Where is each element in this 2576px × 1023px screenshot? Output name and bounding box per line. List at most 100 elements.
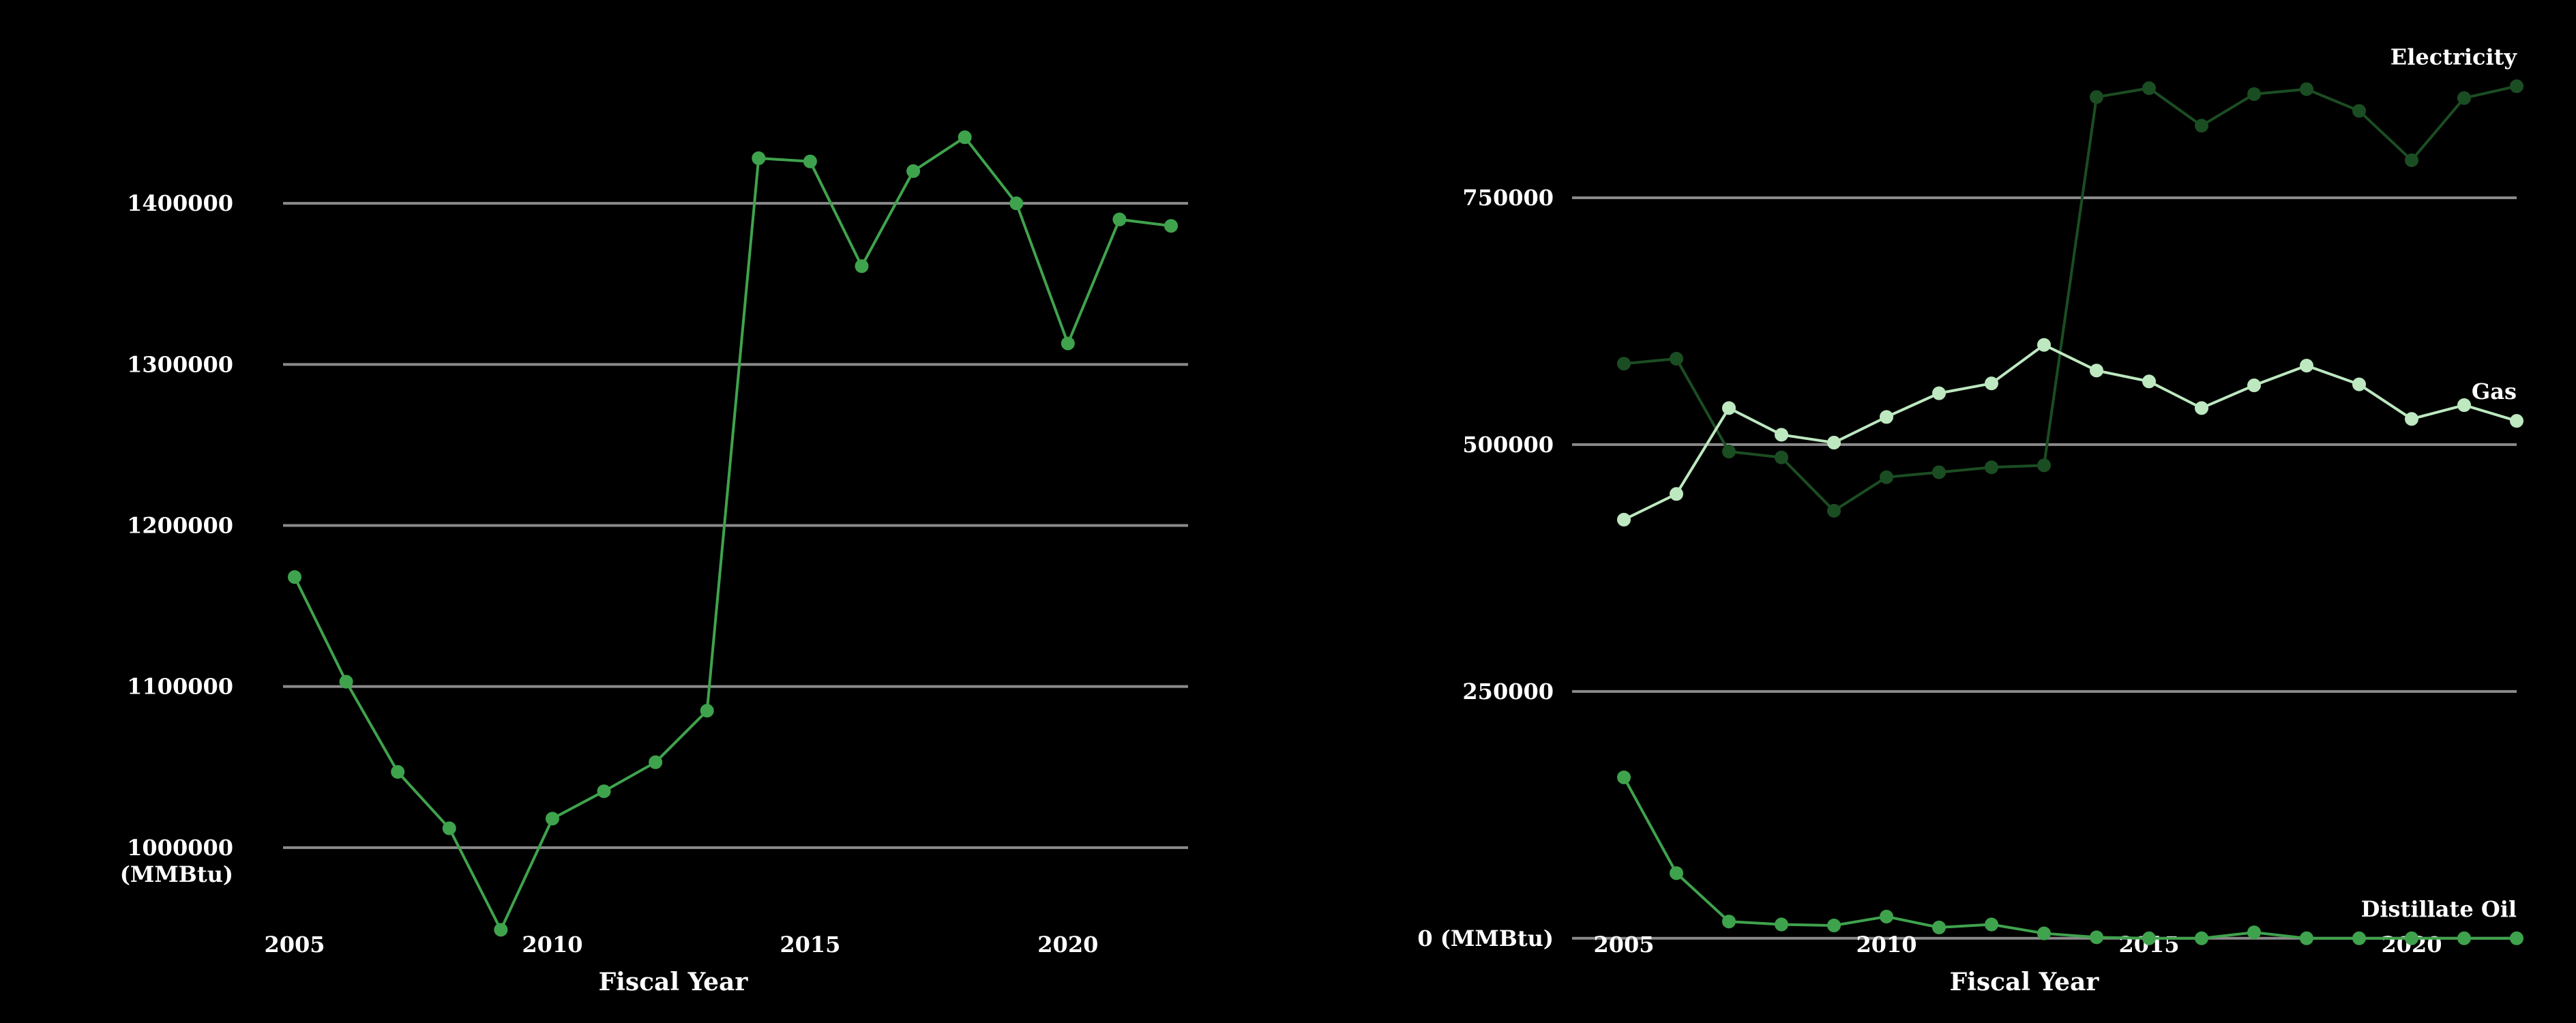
left-series-1-point-2017: [906, 164, 921, 178]
right-distillate-oil-point-2020: [2405, 931, 2418, 945]
right-electricity-point-2010: [1880, 470, 1893, 484]
right-gas-point-2005: [1617, 512, 1631, 527]
right-gas-point-2008: [1775, 428, 1788, 442]
right-gas-point-2020: [2405, 412, 2418, 426]
right-distillate-oil-point-2008: [1775, 917, 1788, 932]
right-distillate-oil-point-2010: [1880, 909, 1893, 923]
left-x-axis-title: Fiscal Year: [599, 968, 749, 996]
right-distillate-oil-point-2005: [1617, 770, 1631, 784]
left-series-1-point-2016: [855, 259, 869, 273]
left-series-1-point-2012: [649, 755, 663, 769]
left-y-tick-label-1000000: 1000000: [127, 835, 233, 861]
left-series-1-line: [293, 136, 1172, 932]
right-electricity-point-2013: [2037, 458, 2051, 473]
left-series-1-point-2022: [1164, 219, 1178, 233]
right-gas-series-label: Gas: [2472, 379, 2517, 404]
right-electricity-point-2005: [1617, 357, 1631, 371]
right-gas-line: [1623, 343, 2517, 521]
left-y-tick-label-1400000: 1400000: [127, 190, 233, 216]
right-x-tick-label-2010: 2010: [1856, 932, 1916, 958]
left-series-1-point-2019: [1009, 196, 1024, 211]
left-series-1-point-2014: [752, 151, 766, 166]
left-series-1-point-2008: [442, 821, 456, 835]
right-x-axis-title: Fiscal Year: [1950, 968, 2100, 996]
left-y-tick-label-1300000: 1300000: [127, 351, 233, 377]
left-series-1-point-2020: [1061, 336, 1075, 351]
right-y-tick-label-0-mmbtu: 0 (MMBtu): [1417, 925, 1554, 951]
left-series-1-point-2005: [288, 570, 301, 584]
left-x-tick-label-2010: 2010: [522, 932, 582, 958]
right-gas-point-2022: [2510, 414, 2523, 428]
left-series-1-point-2009: [494, 923, 508, 937]
right-distillate-oil-point-2015: [2142, 931, 2156, 945]
energy-by-source-chart: 0 (MMBtu)2500005000007500002005201020152…: [1417, 44, 2523, 996]
right-distillate-oil-point-2022: [2510, 931, 2523, 945]
right-distillate-oil-series-label: Distillate Oil: [2361, 896, 2517, 922]
right-x-tick-label-2005: 2005: [1593, 932, 1654, 958]
right-gas-point-2014: [2090, 364, 2103, 378]
left-y-unit-label: (MMBtu): [120, 861, 233, 887]
right-distillate-oil-point-2018: [2300, 931, 2313, 945]
left-x-tick-label-2015: 2015: [780, 932, 840, 958]
right-electricity-point-2014: [2090, 90, 2103, 104]
right-electricity-point-2020: [2405, 153, 2418, 167]
right-gas-point-2015: [2142, 374, 2156, 389]
right-gas-point-2007: [1722, 401, 1736, 415]
right-y-tick-label-250000: 250000: [1462, 679, 1554, 705]
right-distillate-oil-point-2013: [2037, 926, 2051, 940]
left-x-tick-label-2020: 2020: [1037, 932, 1098, 958]
right-gas-point-2018: [2300, 359, 2313, 373]
right-electricity-point-2016: [2195, 119, 2208, 133]
right-electricity-point-2021: [2457, 91, 2471, 105]
right-distillate-oil-point-2011: [1932, 920, 1946, 934]
right-electricity-point-2015: [2142, 81, 2156, 95]
left-series-1-point-2011: [597, 784, 611, 799]
right-electricity-point-2017: [2247, 87, 2261, 101]
left-series-1-point-2013: [700, 704, 714, 718]
right-gas-point-2009: [1827, 436, 1841, 450]
right-distillate-oil-point-2006: [1670, 866, 1683, 880]
right-distillate-oil-line: [1623, 776, 2517, 940]
right-gas-point-2010: [1880, 410, 1893, 424]
right-electricity-point-2019: [2352, 104, 2366, 118]
right-distillate-oil-point-2019: [2352, 931, 2366, 945]
left-x-tick-label-2005: 2005: [264, 932, 325, 958]
left-series-1-point-2015: [803, 154, 817, 168]
right-distillate-oil-point-2007: [1722, 915, 1736, 929]
left-series-1-point-2006: [339, 674, 353, 689]
right-gas-point-2011: [1932, 386, 1946, 400]
right-y-tick-label-500000: 500000: [1462, 432, 1554, 458]
right-electricity-point-2018: [2300, 82, 2313, 96]
left-series-1-point-2018: [958, 130, 972, 145]
right-electricity-point-2006: [1670, 351, 1683, 366]
right-electricity-point-2009: [1827, 503, 1841, 518]
left-series-1-point-2010: [545, 812, 559, 826]
right-electricity-point-2008: [1775, 450, 1788, 464]
right-distillate-oil-point-2014: [2090, 930, 2103, 945]
right-distillate-oil-point-2016: [2195, 931, 2208, 945]
right-electricity-point-2011: [1932, 465, 1946, 479]
right-gas-point-2006: [1670, 487, 1683, 501]
right-gas-point-2012: [1985, 376, 1998, 391]
right-gas-point-2021: [2457, 398, 2471, 413]
total-energy-chart: 1000000 1100000 1200000 1300000 1400000 (MMBt…: [120, 130, 1188, 996]
left-y-tick-label-1100000: 1100000: [127, 674, 233, 700]
left-y-tick-label-1200000: 1200000: [127, 513, 233, 539]
right-gas-point-2017: [2247, 379, 2261, 393]
right-gas-point-2013: [2037, 338, 2051, 352]
right-electricity-point-2007: [1722, 445, 1736, 459]
right-distillate-oil-point-2017: [2247, 925, 2261, 940]
left-series-1-point-2007: [391, 765, 405, 779]
right-electricity-point-2022: [2510, 79, 2523, 93]
right-gas-point-2019: [2352, 377, 2366, 391]
right-distillate-oil-point-2021: [2457, 931, 2471, 945]
left-series-1-point-2021: [1112, 212, 1127, 226]
right-gas-point-2016: [2195, 401, 2208, 415]
right-y-tick-label-750000: 750000: [1462, 185, 1554, 211]
right-electricity-series-label: Electricity: [2390, 44, 2518, 70]
right-electricity-line: [1623, 85, 2517, 512]
right-distillate-oil-point-2012: [1985, 917, 1998, 932]
right-electricity-point-2012: [1985, 460, 1998, 475]
